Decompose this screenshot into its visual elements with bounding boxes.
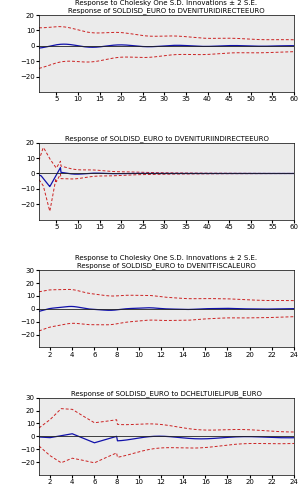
Title: Response to Cholesky One S.D. Innovations ± 2 S.E.
Response of SOLDISD_EURO to D: Response to Cholesky One S.D. Innovation… <box>68 0 265 14</box>
Title: Response to Cholesky One S.D. Innovations ± 2 S.E.
Response of SOLDISD_EURO to D: Response to Cholesky One S.D. Innovation… <box>75 255 258 269</box>
Title: Response of SOLDISD_EURO to DVENITURIINDIRECTEEURO: Response of SOLDISD_EURO to DVENITURIIND… <box>64 135 268 141</box>
Title: Response of SOLDISD_EURO to DCHELTUIELIPUB_EURO: Response of SOLDISD_EURO to DCHELTUIELIP… <box>71 390 262 396</box>
